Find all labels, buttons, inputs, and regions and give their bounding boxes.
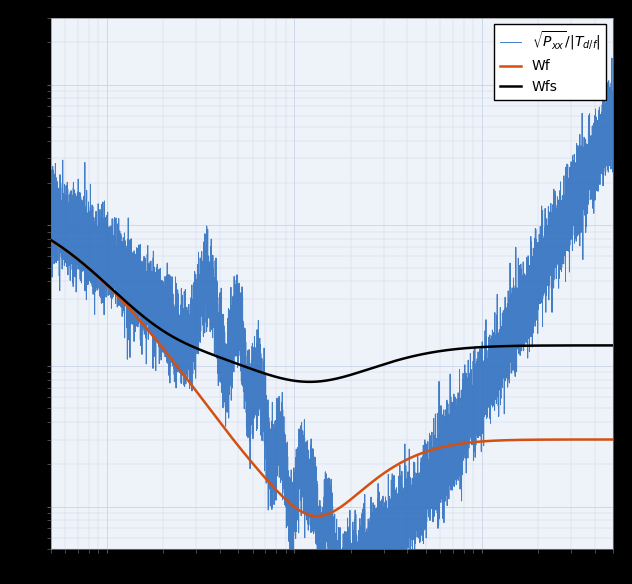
$\sqrt{P_{xx}}/|T_{d/f}|$: [608, 54, 616, 61]
Wf: [599, 436, 606, 443]
Wfs: [262, 370, 270, 377]
Wfs: [609, 342, 617, 349]
Wf: [262, 475, 270, 482]
Line: Wfs: Wfs: [51, 240, 613, 382]
Wf: [538, 436, 545, 443]
$\sqrt{P_{xx}}/|T_{d/f}|$: [609, 149, 617, 156]
Legend: $\sqrt{P_{xx}}/|T_{d/f}|$, Wf, Wfs: $\sqrt{P_{xx}}/|T_{d/f}|$, Wf, Wfs: [494, 25, 606, 100]
$\sqrt{P_{xx}}/|T_{d/f}|$: [130, 304, 138, 311]
Wf: [47, 237, 54, 244]
Wfs: [144, 317, 152, 324]
Wfs: [111, 288, 118, 295]
Wfs: [599, 342, 606, 349]
$\sqrt{P_{xx}}/|T_{d/f}|$: [335, 576, 343, 583]
Line: $\sqrt{P_{xx}}/|T_{d/f}|$: $\sqrt{P_{xx}}/|T_{d/f}|$: [51, 58, 613, 584]
Wfs: [287, 377, 295, 384]
$\sqrt{P_{xx}}/|T_{d/f}|$: [389, 520, 396, 527]
$\sqrt{P_{xx}}/|T_{d/f}|$: [76, 238, 84, 245]
Wfs: [538, 342, 545, 349]
Wfs: [47, 237, 54, 244]
Wf: [287, 500, 295, 507]
Wf: [313, 513, 321, 520]
$\sqrt{P_{xx}}/|T_{d/f}|$: [192, 284, 200, 291]
Wf: [144, 326, 152, 333]
$\sqrt{P_{xx}}/|T_{d/f}|$: [47, 236, 54, 243]
Wf: [111, 290, 118, 297]
Line: Wf: Wf: [51, 241, 613, 516]
Wfs: [306, 378, 313, 385]
Wf: [609, 436, 617, 443]
